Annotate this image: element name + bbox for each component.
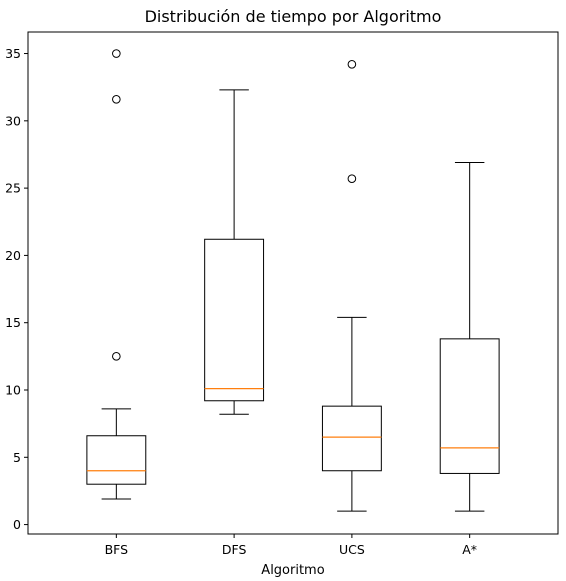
y-tick-label: 35	[5, 46, 21, 61]
x-tick-label: A*	[462, 542, 477, 557]
plot-area-frame	[28, 32, 558, 534]
iqr-box	[322, 406, 381, 471]
outlier-point	[113, 50, 121, 58]
iqr-box	[440, 339, 499, 474]
x-axis: BFS DFS UCS A*	[105, 534, 477, 557]
y-tick-label: 5	[13, 450, 21, 465]
y-tick-label: 0	[13, 517, 21, 532]
outlier-point	[348, 175, 356, 183]
outlier-point	[113, 95, 121, 103]
box-ucs	[322, 61, 381, 512]
box-dfs	[205, 90, 264, 414]
y-tick-label: 30	[5, 113, 21, 128]
x-tick-label: DFS	[222, 542, 247, 557]
y-tick-label: 20	[5, 248, 21, 263]
y-axis: 0 5 10 15 20 25 30 35	[5, 46, 28, 532]
x-tick-label: UCS	[339, 542, 365, 557]
y-tick-label: 10	[5, 382, 21, 397]
box-series	[87, 50, 499, 511]
y-tick-label: 15	[5, 315, 21, 330]
x-tick-label: BFS	[105, 542, 129, 557]
y-tick-label: 25	[5, 181, 21, 196]
box-bfs	[87, 50, 146, 499]
box-astar	[440, 163, 499, 512]
iqr-box	[87, 436, 146, 484]
outlier-point	[113, 353, 121, 361]
chart-title: Distribución de tiempo por Algoritmo	[145, 7, 442, 26]
x-axis-label: Algoritmo	[261, 563, 324, 578]
iqr-box	[205, 239, 264, 401]
outlier-point	[348, 61, 356, 69]
